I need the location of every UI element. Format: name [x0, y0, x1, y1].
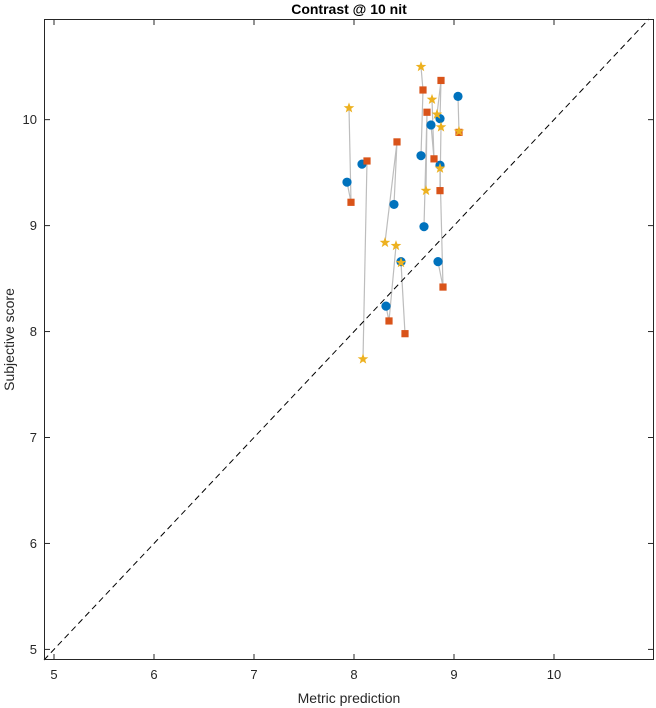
x-tick-label: 9 — [450, 667, 457, 682]
y-tick-label: 5 — [30, 642, 37, 657]
data-point-star — [434, 162, 446, 173]
x-tick-label: 10 — [547, 667, 561, 682]
data-point-circle — [416, 151, 426, 161]
y-axis-label: Subjective score — [1, 288, 17, 391]
y-tick-label: 7 — [30, 430, 37, 445]
data-point-star — [415, 61, 427, 72]
data-point-star — [395, 257, 407, 268]
data-point-square — [393, 138, 401, 146]
data-point-square — [401, 330, 409, 338]
data-point-star — [343, 102, 355, 113]
x-axis-label: Metric prediction — [298, 690, 401, 706]
data-point-circle — [381, 301, 391, 311]
diagonal-reference-line — [43, 18, 650, 661]
data-point-square — [430, 155, 438, 163]
data-point-star — [453, 125, 465, 136]
y-tick-label: 8 — [30, 324, 37, 339]
data-point-star — [435, 121, 447, 132]
x-tick-label: 7 — [250, 667, 257, 682]
y-tick-label: 9 — [30, 218, 37, 233]
x-tick-label: 6 — [150, 667, 157, 682]
x-tick-label: 5 — [50, 667, 57, 682]
data-point-star — [357, 353, 369, 364]
plot-frame — [44, 19, 654, 660]
y-tick-label: 6 — [30, 536, 37, 551]
data-point-circle — [342, 177, 352, 187]
data-point-circle — [433, 257, 443, 267]
data-point-circle — [426, 120, 436, 130]
data-point-square — [436, 187, 444, 195]
data-point-circle — [419, 222, 429, 232]
data-point-square — [385, 317, 393, 325]
x-tick-label: 8 — [350, 667, 357, 682]
data-point-square — [439, 283, 447, 291]
x-axis-ticks: 5 6 7 8 9 10 — [50, 19, 561, 682]
data-point-star — [431, 108, 443, 119]
data-point-star — [379, 236, 391, 248]
y-axis-ticks: 5 6 7 8 9 10 — [23, 112, 654, 657]
data-point-circle — [453, 91, 463, 101]
data-point-star — [390, 240, 402, 251]
data-markers — [342, 61, 465, 364]
data-point-square — [419, 86, 427, 94]
data-point-square — [347, 198, 355, 206]
data-point-square — [423, 108, 431, 116]
data-point-star — [426, 93, 438, 105]
data-point-square — [363, 157, 371, 165]
data-point-star — [420, 185, 432, 196]
y-tick-label: 10 — [23, 112, 37, 127]
data-point-circle — [389, 199, 399, 210]
chart-title: Contrast @ 10 nit — [291, 1, 407, 17]
data-point-square — [437, 76, 445, 85]
